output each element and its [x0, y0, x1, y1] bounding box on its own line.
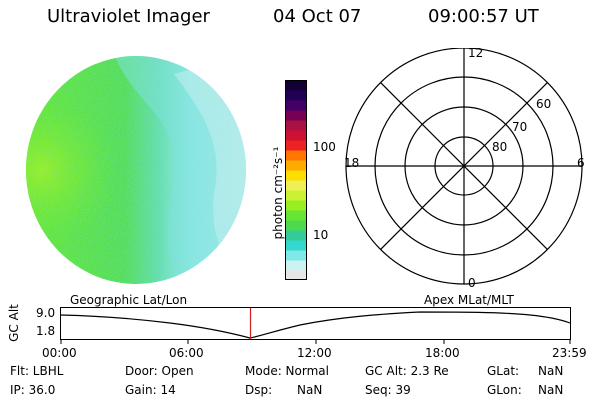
apex-label: Apex MLat/MLT	[424, 293, 514, 307]
altitude-timeline-plot	[60, 307, 571, 344]
glon-value: NaN	[538, 383, 564, 397]
timeline-y-min: 1.8	[36, 324, 56, 338]
colorbar-swatch	[285, 110, 307, 121]
geographic-label: Geographic Lat/Lon	[70, 293, 188, 307]
colorbar-swatch	[285, 260, 307, 271]
glat-label: GLat:	[487, 364, 520, 378]
dsp-value: NaN	[297, 383, 323, 397]
colorbar	[285, 80, 307, 281]
colorbar-swatch	[285, 90, 307, 101]
glat-value: NaN	[538, 364, 564, 378]
colorbar-swatch	[285, 180, 307, 191]
timeline-tick-2359: 23:59	[552, 346, 587, 360]
colorbar-swatch	[285, 140, 307, 151]
colorbar-swatch	[285, 200, 307, 211]
timeline-tick-1200: 12:00	[297, 346, 332, 360]
ip-status: IP: 36.0	[10, 383, 56, 397]
mlt-label-6: 6	[577, 156, 585, 170]
dsp-label: Dsp:	[245, 383, 273, 397]
colorbar-swatch	[285, 170, 307, 181]
gc-alt-status: GC Alt: 2.3 Re	[365, 364, 449, 378]
timeline-y-max: 9.0	[36, 306, 56, 320]
colorbar-swatch	[285, 120, 307, 131]
uv-image-disk	[26, 56, 246, 284]
timeline-y-label: GC Alt	[7, 304, 21, 342]
colorbar-swatch	[285, 80, 307, 91]
mlat-label-70: 70	[512, 120, 528, 134]
mode-status: Mode: Normal	[245, 364, 329, 378]
colorbar-swatch	[285, 100, 307, 111]
colorbar-swatch	[285, 230, 307, 241]
colorbar-swatch	[285, 240, 307, 251]
gain-status: Gain: 14	[125, 383, 176, 397]
timeline-tick-0600: 06:00	[169, 346, 204, 360]
polar-grid-panel	[338, 47, 590, 300]
colorbar-swatch	[285, 270, 307, 281]
colorbar-swatch	[285, 190, 307, 201]
colorbar-swatch	[285, 210, 307, 221]
colorbar-swatch	[285, 220, 307, 231]
timeline-tick-1800: 18:00	[425, 346, 460, 360]
uv-image-panel	[24, 54, 248, 286]
glon-label: GLon:	[487, 383, 522, 397]
colorbar-unit-label: photon cm⁻²s⁻¹	[271, 146, 285, 240]
mlat-label-80: 80	[492, 140, 508, 154]
altitude-timeline	[60, 306, 572, 346]
colorbar-tick-100: 100	[313, 140, 336, 154]
mlt-label-12: 12	[468, 46, 484, 60]
colorbar-swatch	[285, 250, 307, 261]
timeline-tick-0000: 00:00	[42, 346, 77, 360]
colorbar-border	[285, 80, 307, 280]
image-date: 04 Oct 07	[273, 6, 362, 27]
colorbar-swatch	[285, 160, 307, 171]
instrument-title: Ultraviolet Imager	[47, 6, 210, 27]
image-time: 09:00:57 UT	[428, 6, 539, 27]
seq-status: Seq: 39	[365, 383, 411, 397]
mlt-label-18: 18	[344, 156, 360, 170]
colorbar-swatch	[285, 130, 307, 141]
door-status: Door: Open	[125, 364, 194, 378]
colorbar-swatch	[285, 150, 307, 161]
mlt-label-0: 0	[468, 276, 476, 290]
colorbar-scale	[285, 80, 307, 281]
mlat-label-60: 60	[536, 97, 552, 111]
mlat-mlt-polar-grid	[345, 47, 583, 285]
filter-status: Flt: LBHL	[10, 364, 64, 378]
colorbar-tick-10: 10	[313, 228, 329, 242]
